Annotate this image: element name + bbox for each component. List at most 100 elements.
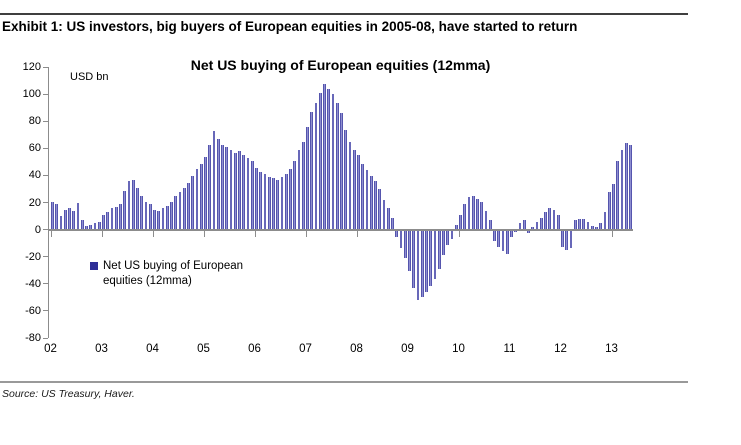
bar (599, 223, 603, 229)
bar (527, 230, 530, 234)
x-axis-year-tick (611, 230, 613, 237)
y-axis-tick-label: 60 (28, 142, 41, 155)
y-axis-tick-label: 80 (28, 115, 41, 128)
bar (174, 196, 178, 229)
bar (250, 160, 254, 229)
bar (314, 102, 318, 229)
bar (178, 192, 182, 229)
y-axis-tick (43, 93, 48, 95)
bar (561, 230, 564, 247)
x-axis-year-tick (101, 230, 103, 237)
bar (216, 139, 220, 229)
y-axis-tick-label: 0 (34, 223, 41, 236)
y-axis-tick-label: 100 (22, 88, 41, 101)
bar (493, 230, 496, 242)
bar (348, 141, 352, 229)
bar (361, 163, 365, 229)
y-axis-tick-label: -60 (25, 304, 41, 317)
x-axis-tick-label: 13 (605, 343, 618, 355)
bar (310, 112, 314, 229)
bar (114, 206, 118, 229)
bar (595, 227, 598, 229)
bar (263, 174, 267, 229)
bar (80, 220, 84, 229)
bar (289, 168, 292, 229)
bar (323, 83, 326, 229)
bar (97, 221, 101, 229)
source-note: Source: US Treasury, Haver. (2, 388, 135, 400)
y-axis-line (48, 67, 49, 338)
y-axis-tick-label: -40 (25, 277, 41, 290)
bar (102, 215, 105, 229)
bar (429, 230, 433, 287)
bar (148, 204, 152, 229)
bar (238, 151, 241, 229)
bar (365, 170, 369, 229)
bar (484, 210, 488, 229)
y-axis-tick (43, 147, 48, 149)
bar (225, 147, 229, 229)
bar (255, 167, 258, 229)
x-axis-tick-label: 10 (452, 343, 465, 355)
bar (616, 160, 620, 229)
bar (165, 205, 169, 229)
bar (573, 220, 577, 229)
bar (352, 150, 356, 229)
bar (51, 201, 54, 229)
y-axis-tick-label: 40 (28, 169, 41, 182)
x-axis-tick-label: 03 (95, 343, 108, 355)
x-axis-tick-label: 02 (44, 343, 57, 355)
bar (471, 196, 475, 229)
bar (582, 219, 586, 229)
bar (518, 223, 522, 229)
bar (450, 230, 454, 239)
bar (204, 156, 207, 229)
bar (586, 221, 590, 229)
bar (578, 219, 581, 229)
x-axis-year-tick (458, 230, 460, 237)
bar (463, 204, 467, 229)
bar (467, 197, 471, 229)
bar (131, 179, 135, 229)
bar (382, 200, 386, 229)
bar (357, 155, 360, 229)
bar (510, 230, 513, 238)
bar (276, 179, 280, 229)
bar (378, 189, 382, 229)
bar (535, 221, 539, 229)
bar (284, 174, 288, 229)
bar (127, 181, 131, 229)
bar (399, 230, 403, 249)
bar (369, 175, 373, 229)
bar (170, 201, 173, 229)
bar (182, 187, 186, 229)
y-axis-unit-label: USD bn (70, 71, 109, 83)
bar (157, 210, 161, 229)
bar (556, 215, 560, 229)
y-axis-tick (43, 120, 48, 122)
exhibit-title: Exhibit 1: US investors, big buyers of E… (2, 19, 578, 34)
bar (136, 187, 139, 229)
y-axis-tick (43, 229, 48, 231)
bar (433, 230, 437, 280)
bar (187, 182, 190, 229)
y-axis-tick (43, 66, 48, 68)
x-axis-tick-label: 08 (350, 343, 363, 355)
bar (446, 230, 450, 246)
bar (340, 113, 343, 229)
bar (68, 208, 71, 229)
bar (590, 225, 594, 229)
x-axis-year-tick (356, 230, 358, 237)
bar (195, 168, 199, 229)
bar (144, 201, 148, 229)
bar (110, 208, 114, 229)
x-axis-tick-label: 05 (197, 343, 210, 355)
plot-area: 120 100 80 60 40 20 0 -20 -40 -60 -80 (23, 61, 633, 344)
y-axis-tick (43, 202, 48, 203)
bar (612, 183, 615, 229)
bar (454, 224, 458, 229)
bar (544, 212, 547, 229)
bar (391, 217, 394, 229)
bar (140, 196, 144, 229)
bar (318, 93, 322, 229)
